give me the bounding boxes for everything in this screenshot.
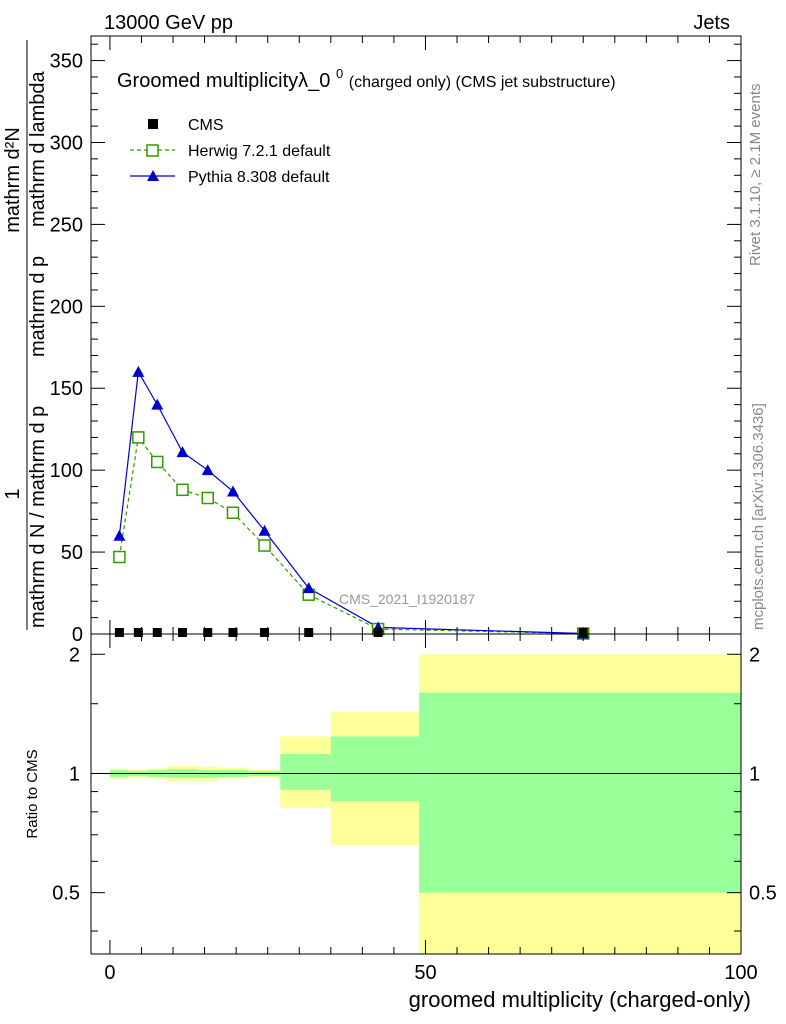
ratio-y-tick-label-right: 1 xyxy=(749,763,760,785)
mcplots-credit-label: mcplots.cern.ch [arXiv:1306.3436] xyxy=(750,403,767,630)
rivet-version-label: Rivet 3.1.10, ≥ 2.1M events xyxy=(747,84,764,267)
ratio-panel-frame xyxy=(90,633,742,955)
header-jets-label: Jets xyxy=(693,12,730,34)
main-y-tick-label: 50 xyxy=(61,542,83,564)
pythia-point xyxy=(258,524,271,536)
pythia-point xyxy=(176,446,189,458)
ratio-y-tick-label-right: 0.5 xyxy=(749,883,777,905)
main-ylabel-denominator-2: mathrm d p xyxy=(27,256,49,357)
herwig-point xyxy=(258,539,271,552)
ratio-y-ticks: 0.5 0.5 1 1 2 2 xyxy=(52,644,777,932)
legend-marker-pythia xyxy=(147,170,159,181)
ratio-panel: 0.5 0.5 1 1 2 2 0 50 100 Ratio to CMS groomed m… xyxy=(24,633,777,1012)
ratio-bands xyxy=(109,654,741,954)
main-title-main: Groomed multiplicityλ_0 xyxy=(117,70,330,92)
main-series xyxy=(113,365,590,640)
ratio-y-axis-label: Ratio to CMS xyxy=(24,749,41,838)
herwig-point xyxy=(176,483,189,497)
herwig-point xyxy=(151,455,164,469)
pythia-point xyxy=(201,464,214,476)
pythia-point xyxy=(132,365,145,377)
ratio-y-tick-label: 0.5 xyxy=(52,883,80,905)
main-ylabel-denominator-1: mathrm d N / mathrm d p xyxy=(27,406,49,628)
cms-point xyxy=(260,628,270,637)
analysis-watermark: CMS_2021_I1920187 xyxy=(339,591,475,607)
herwig-point xyxy=(113,550,126,564)
main-y-ticks: 0 50 100 150 200 250 300 350 xyxy=(50,43,741,646)
cms-point xyxy=(228,628,238,637)
x-tick-label: 0 xyxy=(104,962,115,984)
cms-point xyxy=(178,628,188,637)
main-y-tick-label: 150 xyxy=(50,378,83,400)
ratio-y-tick-label: 1 xyxy=(69,763,80,785)
main-y-tick-label: 350 xyxy=(50,51,83,73)
cms-point xyxy=(114,628,124,637)
ratio-y-tick-label-right: 2 xyxy=(749,644,760,666)
ratio-y-tick-label: 2 xyxy=(69,644,80,666)
main-title-rest: (charged only) (CMS jet substructure) xyxy=(349,74,616,91)
pythia-point xyxy=(113,529,126,541)
main-panel: 0 50 100 150 200 250 300 350 Groomed multiplici… xyxy=(50,35,742,646)
herwig-point xyxy=(132,431,145,444)
pythia-line xyxy=(118,369,584,635)
cms-point xyxy=(133,628,143,637)
cms-point xyxy=(304,628,314,637)
pythia-point xyxy=(302,582,315,594)
cms-point xyxy=(578,628,588,637)
ratio-inner-band xyxy=(280,753,331,790)
main-title-superscript: 0 xyxy=(336,66,343,81)
x-tick-label: 100 xyxy=(724,962,757,984)
herwig-line xyxy=(118,435,584,635)
pythia-point xyxy=(151,398,164,410)
main-y-tick-label: 300 xyxy=(50,132,83,154)
pythia-point xyxy=(226,485,239,497)
legend-label-cms: CMS xyxy=(188,117,224,134)
main-ylabel-top: 1 xyxy=(2,488,24,499)
main-y-axis-label: 1 mathrm d²N mathrm d N / mathrm d p mat… xyxy=(2,40,49,630)
main-title: Groomed multiplicityλ_0 0 (charged only)… xyxy=(117,61,616,92)
x-axis-label: groomed multiplicity (charged-only) xyxy=(409,987,751,1012)
herwig-point xyxy=(201,491,214,505)
legend-marker-herwig xyxy=(146,144,159,157)
legend-marker-cms xyxy=(148,119,158,129)
main-y-tick-label: 250 xyxy=(50,214,83,236)
header-energy-label: 13000 GeV pp xyxy=(104,12,233,34)
ratio-x-ticks: 0 50 100 xyxy=(104,634,758,984)
main-y-tick-label: 0 xyxy=(72,624,83,646)
legend-label-pythia: Pythia 8.308 default xyxy=(188,169,330,186)
main-ylabel-numerator: mathrm d²N xyxy=(2,127,24,233)
main-y-tick-label: 200 xyxy=(50,296,83,318)
ratio-inner-band xyxy=(330,736,420,802)
legend-label-herwig: Herwig 7.2.1 default xyxy=(188,143,331,160)
ratio-inner-band xyxy=(419,692,741,893)
main-ylabel-denominator-3: mathrm d lambda xyxy=(27,71,49,227)
cms-point xyxy=(373,628,383,637)
cms-point xyxy=(152,628,162,637)
x-tick-label: 50 xyxy=(414,962,436,984)
cms-point xyxy=(203,628,213,637)
herwig-point xyxy=(226,506,240,520)
main-y-tick-label: 100 xyxy=(50,460,83,482)
legend: CMS Herwig 7.2.1 default Pythia 8.308 de… xyxy=(130,117,331,186)
